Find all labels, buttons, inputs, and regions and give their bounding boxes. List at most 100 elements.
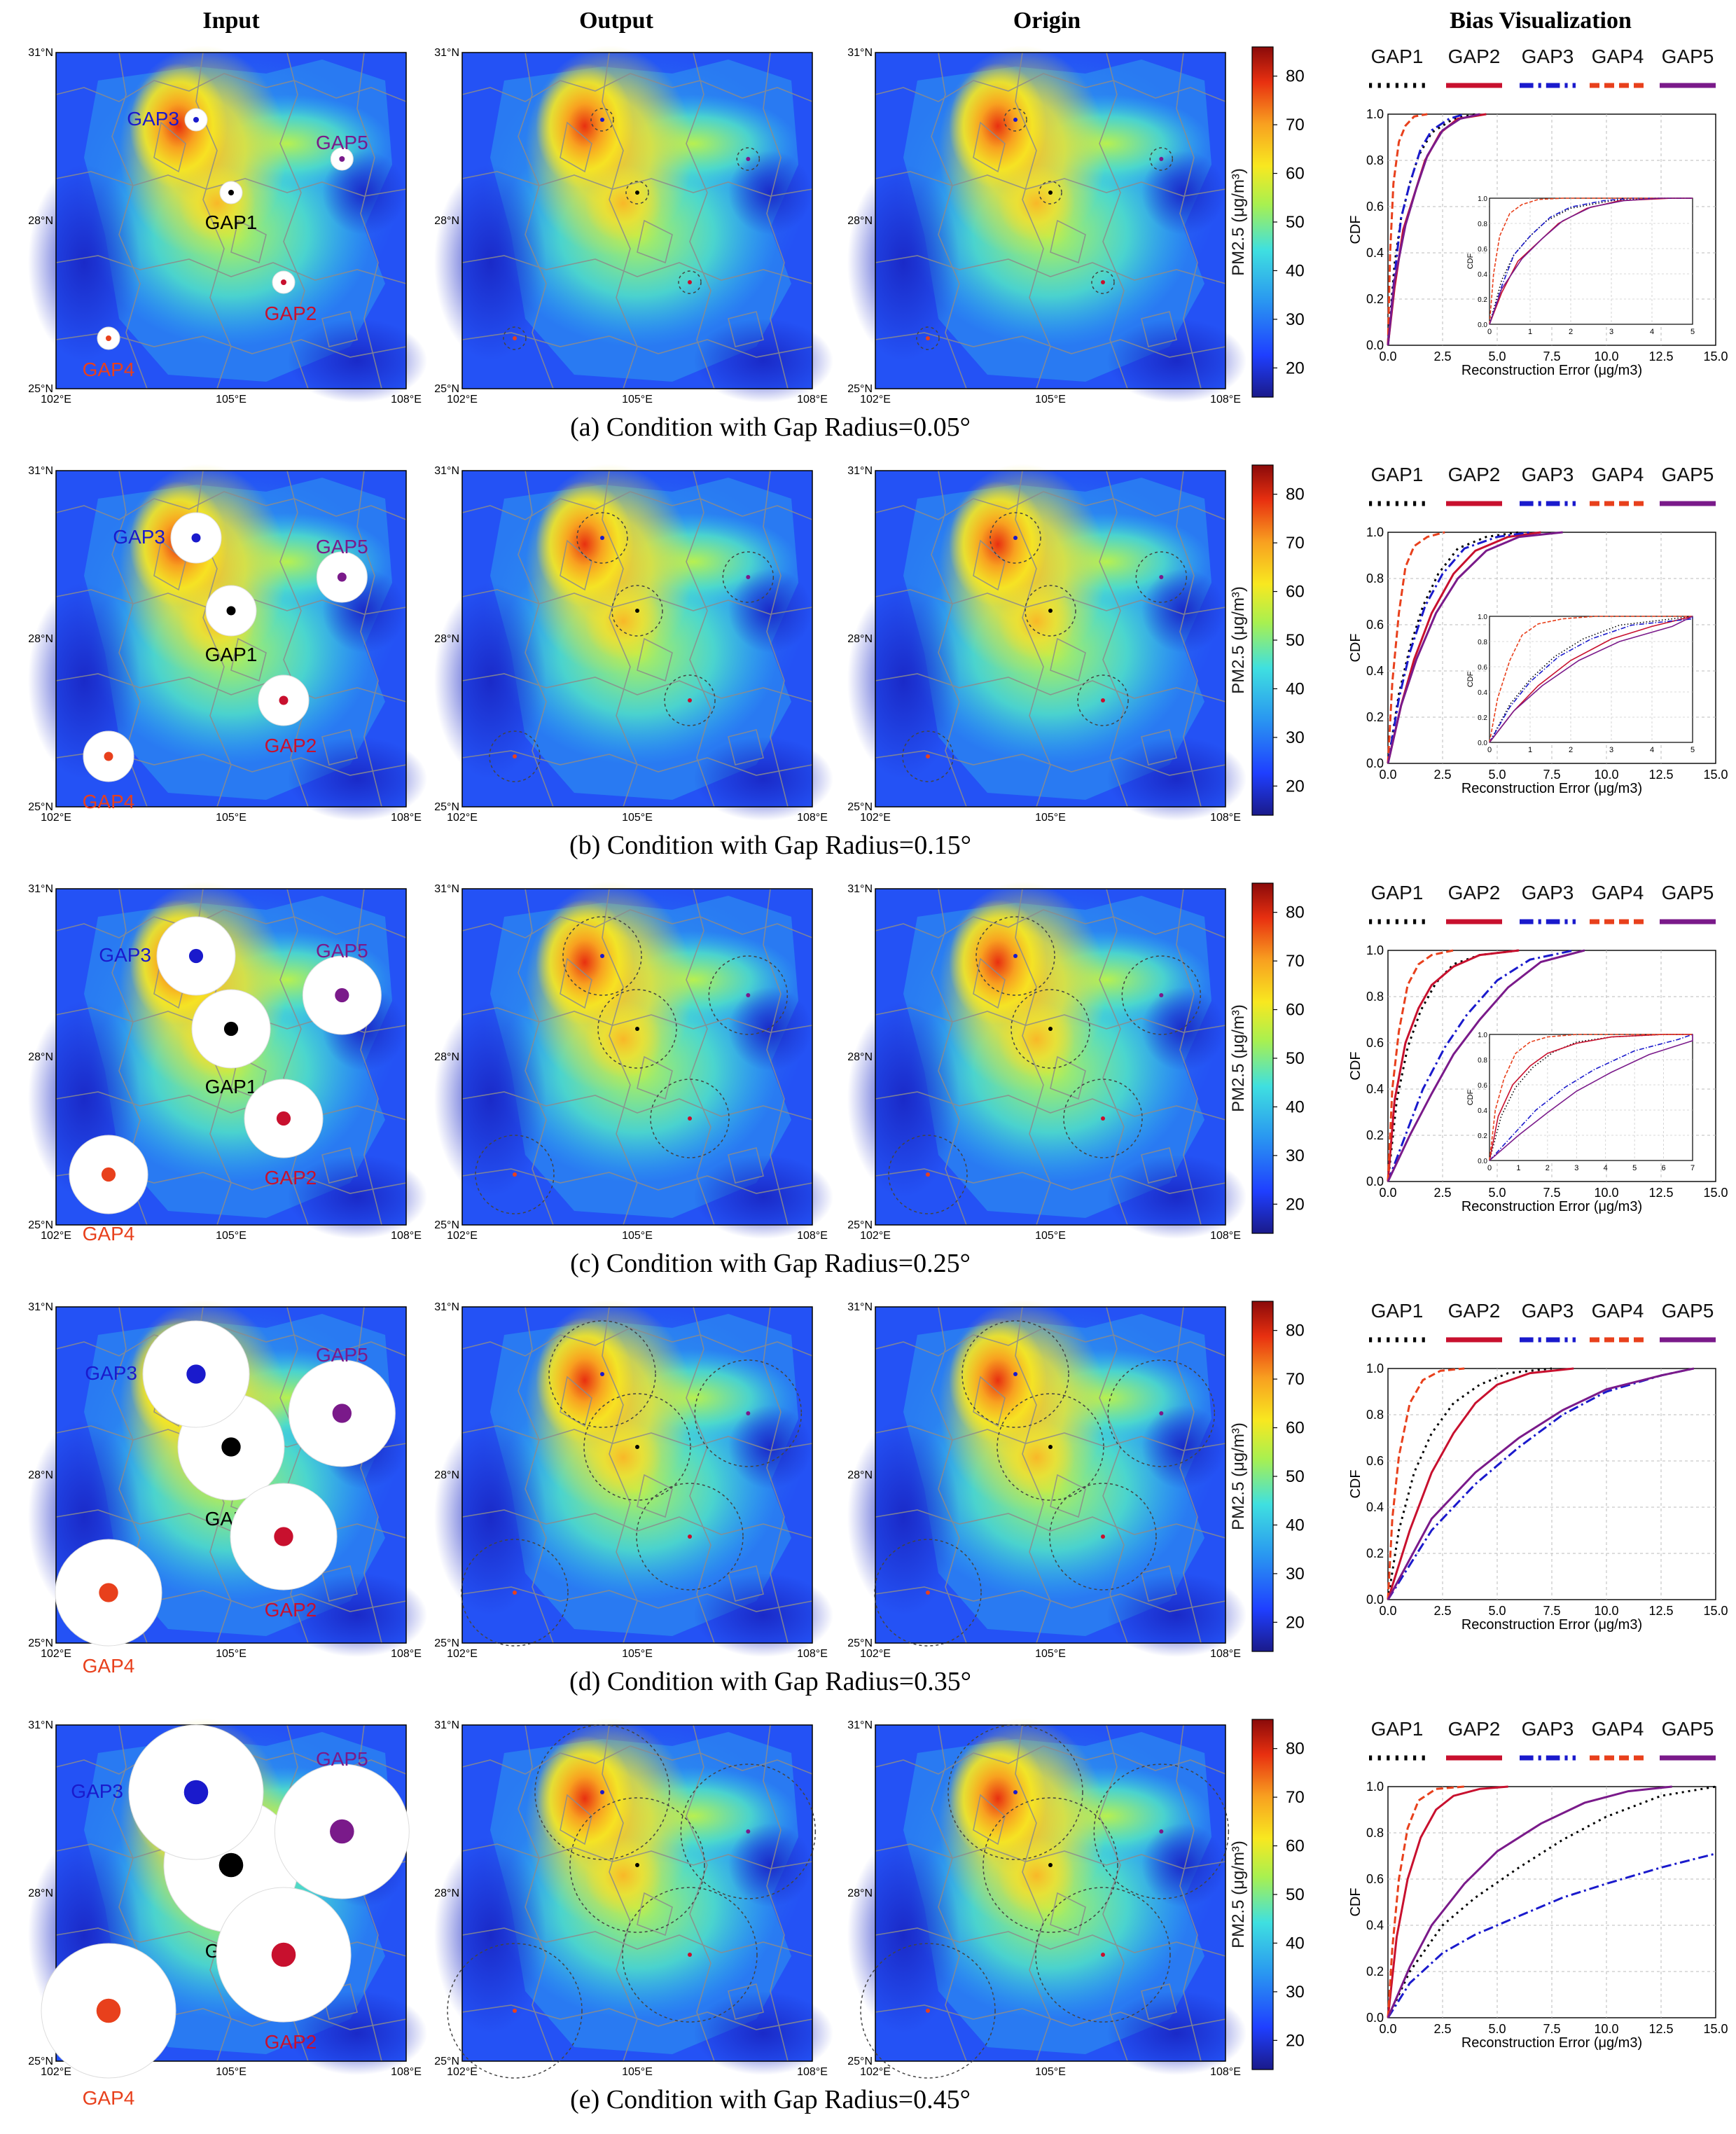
lat-tick-label: 25°N <box>28 2056 53 2067</box>
gap-center-marker <box>226 606 236 616</box>
x-tick-label: 0.0 <box>1379 1186 1396 1200</box>
lon-tick-label: 108°E <box>391 812 422 824</box>
cdf-line-gap5 <box>1387 1785 1672 2018</box>
inset-x-tick-label: 2 <box>1569 746 1573 754</box>
lat-tick-label: 28°N <box>28 1887 53 1899</box>
inset-y-tick-label: 0.0 <box>1478 740 1487 747</box>
cdf-legend: GAP1 GAP2 GAP3 GAP4 GAP5 <box>1369 882 1716 924</box>
x-tick-label: 7.5 <box>1543 768 1560 782</box>
lat-tick-label: 31°N <box>28 883 53 895</box>
gap-outline <box>874 1539 982 1647</box>
colorbar-tick-label: 50 <box>1286 1885 1305 1904</box>
cdf-line-gap5 <box>1387 531 1563 764</box>
gap-center-marker <box>1013 1790 1018 1794</box>
gap-outline <box>503 326 527 350</box>
gap-outline <box>1135 551 1188 603</box>
gap-label-gap2: GAP2 <box>265 303 317 324</box>
lon-tick-label: 102°E <box>41 2066 71 2078</box>
lon-tick-label: 105°E <box>1035 1648 1066 1660</box>
colorbar-tick-label: 60 <box>1286 583 1305 602</box>
gap-outline <box>576 512 628 564</box>
lon-tick-label: 105°E <box>216 1230 246 1242</box>
cdf-line-gap4 <box>1387 949 1454 1182</box>
colorbar-label: PM2.5 (μg/m³) <box>1229 168 1248 276</box>
gap-outline <box>489 730 541 782</box>
gap-label-gap4: GAP4 <box>83 791 135 812</box>
x-tick-label: 2.5 <box>1433 349 1451 363</box>
colorbar-tick-label: 80 <box>1286 485 1305 504</box>
gap-outline <box>694 1359 803 1467</box>
figure-row-5: 31°N28°N25°N102°E105°E108°EGAP1GAP2GAP3G… <box>27 1717 1728 2114</box>
gap-center-marker <box>1048 1445 1053 1449</box>
gap-center-marker <box>513 336 517 340</box>
gap-label-gap3: GAP3 <box>113 526 165 548</box>
lon-tick-label: 105°E <box>1035 394 1066 406</box>
cdf-plot: 0.00.20.40.60.81.00.0 2.5 5.0 7.5 10.0 12.5 15… <box>1348 525 1728 796</box>
y-tick-label: 0.2 <box>1366 1128 1384 1142</box>
lon-tick-label: 102°E <box>860 812 891 824</box>
colorbar-label: PM2.5 (μg/m³) <box>1229 586 1248 694</box>
x-tick-label: 5.0 <box>1488 2022 1506 2036</box>
gap-label-gap1: GAP1 <box>205 644 258 665</box>
x-axis-label: Reconstruction Error (μg/m3) <box>1461 1199 1642 1214</box>
colorbar-tick-label: 30 <box>1286 728 1305 747</box>
lat-tick-label: 31°N <box>847 465 873 477</box>
gap-outline <box>583 1393 691 1501</box>
colorbar-tick-label: 80 <box>1286 67 1305 86</box>
x-tick-label: 12.5 <box>1648 349 1673 363</box>
colorbar-tick-label: 30 <box>1286 1983 1305 2002</box>
inset-x-tick-label: 3 <box>1609 328 1613 336</box>
lat-tick-label: 28°N <box>847 633 873 645</box>
gap-center-marker <box>746 1411 751 1415</box>
lon-tick-label: 108°E <box>391 1648 422 1660</box>
inset-y-tick-label: 0.8 <box>1478 639 1487 646</box>
gap-label-gap5: GAP5 <box>316 1748 368 1770</box>
y-tick-label: 0.8 <box>1366 571 1384 586</box>
row-caption: (b) Condition with Gap Radius=0.15° <box>569 831 971 860</box>
lat-tick-label: 25°N <box>847 801 873 813</box>
gap-center-marker <box>600 118 604 122</box>
lon-tick-label: 102°E <box>41 812 71 824</box>
gap-outline <box>475 1135 555 1214</box>
row-caption: (a) Condition with Gap Radius=0.05° <box>570 413 971 442</box>
lon-tick-label: 108°E <box>391 2066 422 2078</box>
colorbar-tick-label: 30 <box>1286 310 1305 329</box>
inset-y-tick-label: 0.0 <box>1478 1158 1487 1165</box>
gap-center-marker <box>926 1591 930 1595</box>
y-tick-label: 0.2 <box>1366 292 1384 306</box>
cdf-line-gap1 <box>1387 1785 1716 2018</box>
inset-x-tick-label: 6 <box>1662 1164 1666 1172</box>
colorbar-tick-label: 70 <box>1286 116 1305 134</box>
inset-x-tick-label: 5 <box>1690 746 1695 754</box>
y-tick-label: 1.0 <box>1366 107 1384 121</box>
gap-label-gap5: GAP5 <box>316 1344 368 1366</box>
x-tick-label: 0.0 <box>1379 768 1396 782</box>
gap-outline <box>989 512 1041 564</box>
gap-center-marker <box>332 1404 352 1423</box>
inset-cdf-line-gap4 <box>1489 616 1693 743</box>
y-axis-label: CDF <box>1348 1051 1363 1080</box>
inset-x-tick-label: 0 <box>1487 746 1492 754</box>
inset-y-tick-label: 0.8 <box>1478 1057 1487 1065</box>
cdf-line-gap3 <box>1387 531 1531 764</box>
x-tick-label: 0.0 <box>1379 349 1396 363</box>
gap-outline <box>722 551 775 603</box>
inset-x-tick-label: 7 <box>1690 1164 1695 1172</box>
x-tick-label: 15.0 <box>1703 1604 1728 1618</box>
lat-tick-label: 31°N <box>434 1719 459 1731</box>
lon-tick-label: 105°E <box>622 1230 653 1242</box>
gap-label-gap4: GAP4 <box>83 1223 135 1245</box>
lat-tick-label: 31°N <box>28 1719 53 1731</box>
colorbar-tick-label: 60 <box>1286 1001 1305 1020</box>
colorbar-tick-label: 50 <box>1286 631 1305 650</box>
gap-label-gap1: GAP1 <box>205 212 258 233</box>
lat-tick-label: 25°N <box>847 1637 873 1649</box>
row-caption: (c) Condition with Gap Radius=0.25° <box>570 1249 971 1278</box>
lat-tick-label: 28°N <box>847 1469 873 1481</box>
x-tick-label: 10.0 <box>1594 1186 1618 1200</box>
cdf-plot: 0.00.20.40.60.81.00.0 2.5 5.0 7.5 10.0 12.5 15… <box>1348 1362 1728 1633</box>
colorbar-tick-label: 40 <box>1286 1934 1305 1953</box>
